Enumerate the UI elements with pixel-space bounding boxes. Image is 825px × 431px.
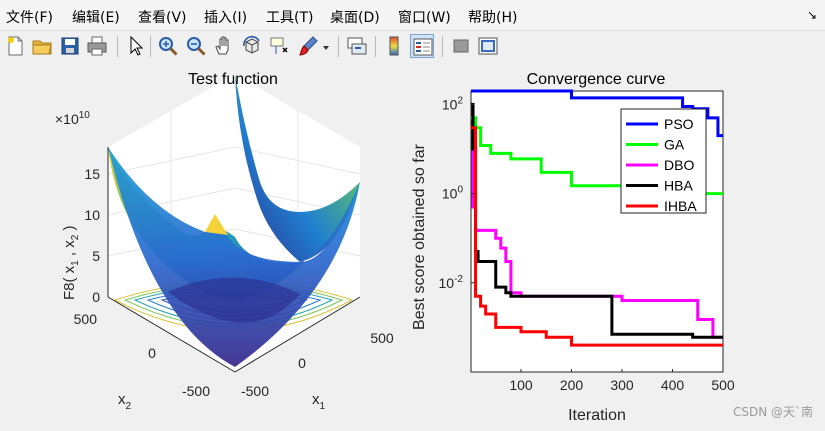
link-plot-icon[interactable] — [345, 34, 369, 58]
pan-hand-icon[interactable] — [212, 34, 236, 58]
z-tick-0: 0 — [92, 289, 100, 305]
menu-bar: ↘ 文件(F) 编辑(E) 查看(V) 插入(I) 工具(T) 桌面(D) 窗口(W) 帮助(… — [0, 0, 825, 30]
series-line-pso — [471, 89, 723, 138]
y-tick-2: -500 — [182, 383, 210, 399]
surface-tick-labels: 0 5 10 15 500 0 -500 -500 0 500 — [74, 166, 394, 399]
y-tick-label-1: 100 — [442, 185, 464, 202]
figure-canvas: 0 5 10 15 500 0 -500 -500 0 500 ×1010 Te… — [0, 62, 825, 426]
legend-label-ga: GA — [664, 137, 685, 153]
surface-peak — [205, 214, 228, 235]
brush-icon[interactable] — [296, 34, 320, 58]
toolbar-separator — [117, 36, 118, 57]
x-axis-label: x1 — [312, 391, 326, 412]
surface-plot[interactable]: 0 5 10 15 500 0 -500 -500 0 500 ×1010 Te… — [55, 71, 394, 412]
z-tick-3: 15 — [84, 166, 100, 182]
y-tick-1: 0 — [148, 345, 156, 361]
menu-item-2[interactable]: 查看(V) — [138, 10, 187, 26]
x-tick-label-4: 500 — [711, 377, 735, 393]
y-tick-0: 500 — [74, 311, 98, 327]
menu-item-7[interactable]: 帮助(H) — [468, 10, 518, 26]
menu-item-6[interactable]: 窗口(W) — [398, 10, 451, 26]
undock-arrow-icon[interactable]: ↘ — [806, 8, 817, 22]
surface-front — [108, 147, 360, 367]
z-axis-label: F8( x1 , x2 ) — [61, 226, 81, 300]
surface-axes — [107, 147, 361, 373]
toolbar-separator — [375, 36, 376, 57]
zoom-out-icon[interactable] — [184, 34, 208, 58]
y-tick-label-0: 102 — [442, 95, 464, 112]
rotate-3d-icon[interactable] — [240, 34, 264, 58]
x-tick-label-2: 300 — [610, 377, 634, 393]
open-folder-icon[interactable] — [30, 34, 54, 58]
legend-label-hba: HBA — [664, 178, 693, 194]
toolbar-separator — [338, 36, 339, 57]
surface-title: Test function — [188, 71, 278, 88]
menu-item-4[interactable]: 工具(T) — [266, 10, 314, 26]
hide-plot-tools-icon[interactable] — [449, 34, 473, 58]
legend-icon[interactable] — [410, 34, 434, 58]
brush-dropdown-icon[interactable] — [320, 34, 332, 58]
menu-item-5[interactable]: 桌面(D) — [330, 10, 380, 26]
figure-svg: 0 5 10 15 500 0 -500 -500 0 500 ×1010 Te… — [55, 71, 735, 424]
y-tick-label-2: 10-2 — [439, 274, 464, 291]
z-tick-2: 10 — [84, 207, 100, 223]
series-line-ihba — [471, 126, 723, 347]
menu-item-1[interactable]: 编辑(E) — [72, 10, 120, 26]
save-icon[interactable] — [58, 34, 82, 58]
convergence-title: Convergence curve — [527, 71, 666, 88]
menu-item-3[interactable]: 插入(I) — [204, 10, 248, 26]
surface-basin — [168, 277, 300, 323]
x-tick-0: -500 — [241, 383, 269, 399]
data-cursor-icon[interactable] — [268, 34, 292, 58]
convergence-plot[interactable]: Convergence curve 100 200 300 400 500 102 100… — [411, 71, 735, 424]
toolbar-separator — [150, 36, 151, 57]
x-tick-1: 0 — [298, 355, 306, 371]
figure-toolbar — [0, 30, 825, 63]
convergence-y-label: Best score obtained so far — [411, 143, 428, 330]
x-tick-labels: 100 200 300 400 500 — [509, 369, 735, 393]
legend[interactable]: PSO GA DBO HBA IHBA — [620, 108, 707, 214]
legend-label-dbo: DBO — [664, 157, 694, 173]
surface-back-corner — [235, 74, 360, 262]
x-tick-2: 500 — [370, 330, 394, 346]
zoom-in-icon[interactable] — [156, 34, 180, 58]
watermark: CSDN @天`南 — [732, 405, 813, 419]
exponent-label: ×1010 — [55, 110, 90, 127]
legend-label-pso: PSO — [664, 116, 694, 132]
legend-box — [620, 108, 707, 214]
x-tick-label-3: 400 — [661, 377, 685, 393]
menu-item-0[interactable]: 文件(F) — [6, 10, 53, 26]
new-file-icon[interactable] — [3, 34, 27, 58]
convergence-x-label: Iteration — [568, 407, 626, 424]
show-plot-tools-icon[interactable] — [476, 34, 500, 58]
colorbar-icon[interactable] — [382, 34, 406, 58]
toolbar-separator — [442, 36, 443, 57]
print-icon[interactable] — [85, 34, 109, 58]
pointer-icon[interactable] — [123, 34, 147, 58]
legend-label-ihba: IHBA — [664, 198, 697, 214]
z-tick-1: 5 — [92, 248, 100, 264]
y-axis-label: x2 — [118, 391, 132, 412]
x-tick-label-1: 200 — [560, 377, 584, 393]
x-tick-label-0: 100 — [509, 377, 533, 393]
y-tick-labels: 102 100 10-2 — [439, 95, 474, 291]
